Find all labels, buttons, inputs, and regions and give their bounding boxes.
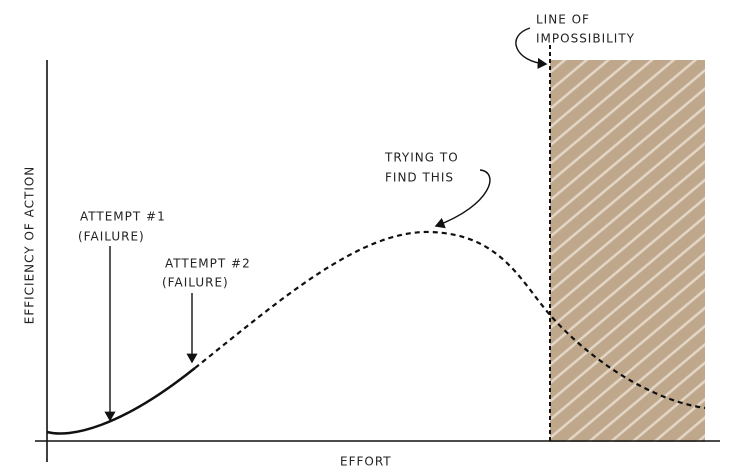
x-axis-label: EFFORT <box>340 455 392 469</box>
y-axis-label: EFFICIENCY OF ACTION <box>23 166 37 325</box>
curve-dashed <box>194 230 706 410</box>
annotation: ATTEMPT #1 <box>80 210 166 224</box>
annotation: FIND THIS <box>385 171 454 185</box>
annotation: TRYING TO <box>384 151 459 165</box>
arrow <box>515 27 548 70</box>
curve-solid <box>46 367 196 435</box>
annotation: LINE OF <box>536 13 590 27</box>
annotation: (FAILURE) <box>78 230 145 244</box>
arrow <box>434 169 491 229</box>
impossible-zone <box>550 60 705 442</box>
annotation: ATTEMPT #2 <box>165 257 251 271</box>
annotation: IMPOSSIBILITY <box>536 32 635 46</box>
annotation: (FAILURE) <box>162 276 229 290</box>
